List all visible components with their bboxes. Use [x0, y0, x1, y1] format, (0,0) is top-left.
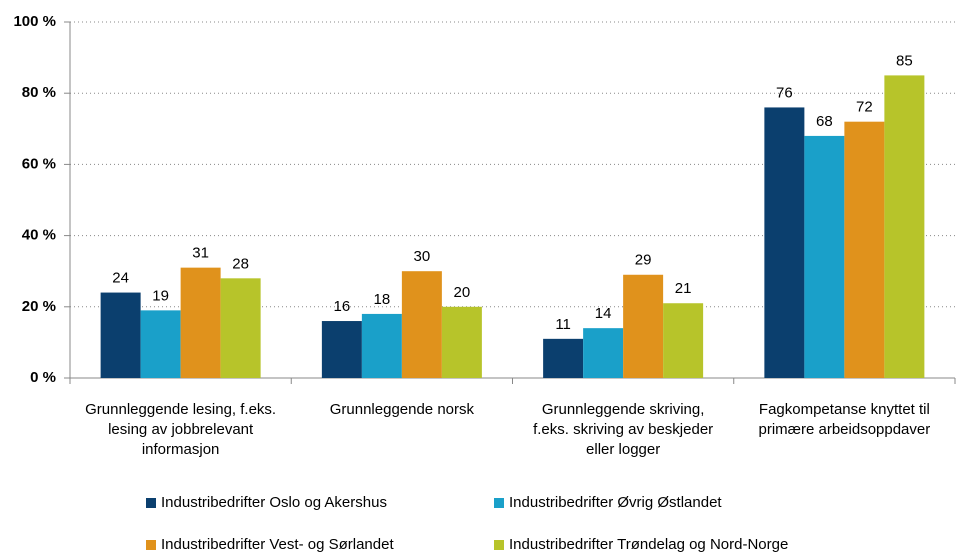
bar	[663, 303, 704, 378]
data-label: 20	[454, 284, 471, 301]
bar	[543, 338, 584, 378]
data-label: 68	[816, 113, 833, 130]
legend-swatch	[146, 498, 156, 508]
x-tick-label: Fagkompetanse knyttet til primære arbeids…	[758, 401, 930, 438]
bar	[583, 328, 624, 378]
bar	[764, 107, 805, 378]
legend-label: Industribedrifter Øvrig Østlandet	[509, 494, 722, 511]
data-label: 72	[856, 99, 873, 116]
data-label: 28	[232, 255, 249, 272]
bar	[100, 292, 141, 378]
data-label: 29	[635, 252, 652, 269]
bar	[884, 75, 925, 379]
x-tick-label: Grunnleggende norsk	[330, 401, 475, 418]
bar	[321, 321, 362, 378]
y-tick-label: 20 %	[22, 298, 56, 315]
bar	[804, 135, 845, 378]
bar	[623, 274, 664, 378]
bar	[401, 271, 442, 378]
data-label: 30	[414, 248, 431, 265]
data-label: 24	[112, 270, 129, 287]
data-label: 14	[595, 305, 612, 322]
bar	[844, 121, 885, 379]
y-tick-label: 60 %	[22, 155, 56, 172]
bar	[180, 267, 221, 378]
data-label: 31	[192, 245, 209, 262]
data-label: 85	[896, 52, 913, 69]
legend-swatch	[494, 498, 504, 508]
legend-swatch	[146, 540, 156, 550]
legend-swatch	[494, 540, 504, 550]
data-label: 18	[374, 291, 391, 308]
legend-label: Industribedrifter Trøndelag og Nord-Norg…	[509, 536, 788, 553]
x-tick-label: Grunnleggende skriving, f.eks. skriving a…	[533, 401, 713, 458]
bar	[441, 306, 482, 378]
y-tick-label: 40 %	[22, 227, 56, 244]
x-tick-label: Grunnleggende lesing, f.eks. lesing av jo…	[85, 401, 276, 458]
legend-label: Industribedrifter Oslo og Akershus	[161, 494, 387, 511]
y-tick-label: 80 %	[22, 84, 56, 101]
data-label: 76	[776, 84, 793, 101]
y-tick-label: 100 %	[13, 13, 56, 30]
data-label: 21	[675, 280, 692, 297]
legend-label: Industribedrifter Vest- og Sørlandet	[161, 536, 394, 553]
bar	[140, 310, 181, 378]
data-label: 19	[152, 287, 169, 304]
data-label: 16	[334, 298, 351, 315]
y-tick-label: 0 %	[30, 369, 56, 386]
bar	[361, 313, 402, 378]
bar	[220, 278, 261, 378]
data-label: 11	[555, 316, 571, 333]
